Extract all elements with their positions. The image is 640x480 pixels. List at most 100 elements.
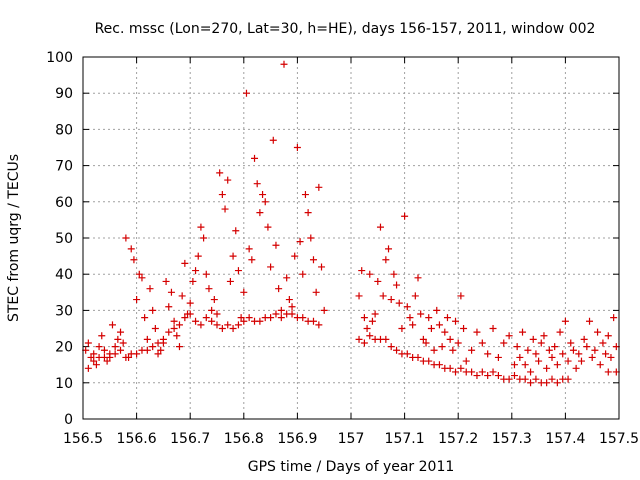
data-point <box>280 60 288 68</box>
data-point <box>379 292 387 300</box>
data-point <box>393 346 401 354</box>
y-tick-label: 80 <box>55 122 73 138</box>
data-point <box>494 353 502 361</box>
data-point <box>143 335 151 343</box>
data-point <box>210 296 218 304</box>
data-point <box>186 299 194 307</box>
data-point <box>301 191 309 199</box>
data-point <box>478 368 486 376</box>
data-point <box>248 256 256 264</box>
data-point <box>604 368 612 376</box>
data-point <box>299 314 307 322</box>
data-point <box>358 267 366 275</box>
data-point <box>446 335 454 343</box>
data-point <box>441 328 449 336</box>
data-point <box>366 270 374 278</box>
x-tick-label: 157.5 <box>599 431 639 447</box>
data-point <box>208 306 216 314</box>
data-point <box>245 245 253 253</box>
data-point <box>403 303 411 311</box>
data-point <box>403 350 411 358</box>
y-tick-label: 60 <box>55 195 73 211</box>
data-point <box>610 314 618 322</box>
data-point <box>513 343 521 351</box>
data-point <box>245 314 253 322</box>
data-point <box>529 335 537 343</box>
data-point <box>178 292 186 300</box>
data-point <box>127 245 135 253</box>
data-point <box>577 357 585 365</box>
data-point <box>591 346 599 354</box>
data-point <box>561 317 569 325</box>
data-point <box>422 339 430 347</box>
data-point <box>548 353 556 361</box>
data-point <box>117 328 125 336</box>
data-point <box>435 321 443 329</box>
data-point <box>170 317 178 325</box>
data-point <box>133 296 141 304</box>
data-point <box>84 339 92 347</box>
y-tick-label: 90 <box>55 86 73 102</box>
data-point <box>288 310 296 318</box>
data-point <box>154 350 162 358</box>
data-point <box>387 296 395 304</box>
x-tick-label: 156.5 <box>63 431 103 447</box>
data-point <box>414 353 422 361</box>
data-point <box>146 285 154 293</box>
data-point <box>385 245 393 253</box>
data-point <box>575 350 583 358</box>
data-point <box>143 346 151 354</box>
y-tick-label: 100 <box>46 50 73 66</box>
data-point <box>556 328 564 336</box>
data-point <box>360 339 368 347</box>
data-point <box>390 270 398 278</box>
data-point <box>135 270 143 278</box>
data-point <box>234 267 242 275</box>
data-point <box>149 343 157 351</box>
x-tick-label: 156.6 <box>117 431 157 447</box>
data-point <box>414 274 422 282</box>
data-point <box>521 361 529 369</box>
data-point <box>519 328 527 336</box>
x-axis: 156.5 156.6 156.7 156.8 156.9 157 157.1 157.2 15… <box>63 57 639 447</box>
data-point <box>202 314 210 322</box>
data-point <box>425 357 433 365</box>
data-point <box>165 303 173 311</box>
y-tick-label: 20 <box>55 340 73 356</box>
data-point <box>272 310 280 318</box>
y-tick-label: 10 <box>55 376 73 392</box>
data-point <box>234 321 242 329</box>
data-point <box>382 256 390 264</box>
data-point <box>382 335 390 343</box>
data-point <box>251 154 259 162</box>
data-point <box>376 223 384 231</box>
data-point <box>401 212 409 220</box>
x-tick-label: 156.7 <box>170 431 210 447</box>
x-tick-label: 157.2 <box>438 431 478 447</box>
data-point <box>540 332 548 340</box>
data-point <box>543 364 551 372</box>
data-point <box>277 306 285 314</box>
data-point <box>425 314 433 322</box>
data-point <box>548 375 556 383</box>
data-point <box>505 332 513 340</box>
data-point <box>307 234 315 242</box>
data-point <box>229 325 237 332</box>
data-point <box>149 306 157 314</box>
data-point <box>411 292 419 300</box>
data-point <box>494 372 502 380</box>
data-point <box>240 288 248 296</box>
x-tick-label: 157.1 <box>385 431 425 447</box>
plot-frame <box>82 56 620 420</box>
data-point <box>572 364 580 372</box>
data-point <box>267 263 275 271</box>
data-point <box>111 343 119 351</box>
data-point <box>406 314 414 322</box>
data-points <box>82 60 620 387</box>
data-point <box>103 357 111 365</box>
data-point <box>200 234 208 242</box>
data-point <box>473 328 481 336</box>
data-point <box>138 274 146 282</box>
